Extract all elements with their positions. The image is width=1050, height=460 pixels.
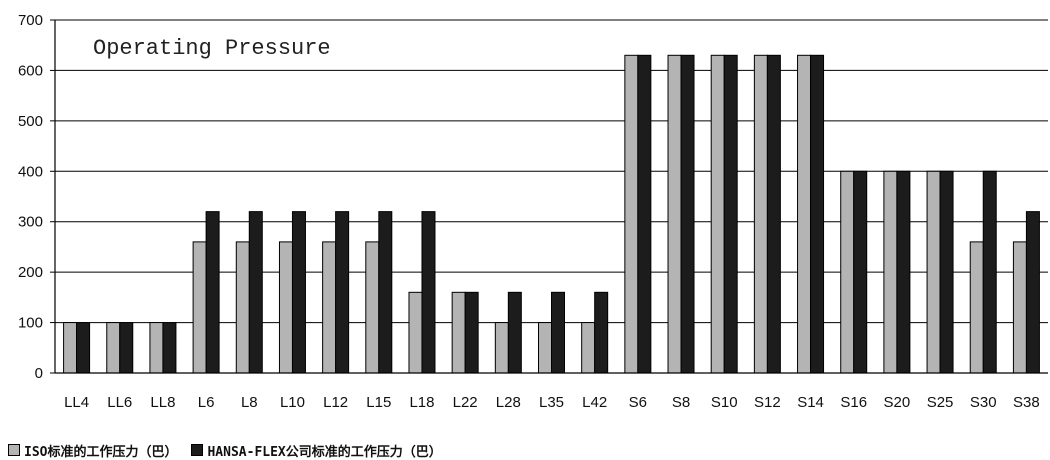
x-tick-label: LL6 (107, 394, 132, 411)
bar-iso (710, 54, 725, 374)
bar-hansa (680, 54, 695, 374)
bar-hansa (335, 211, 350, 374)
x-tick-label: L8 (241, 394, 258, 411)
x-tick-label: L15 (366, 394, 391, 411)
bar-iso (883, 170, 898, 374)
bar-hansa (896, 170, 911, 374)
x-tick-label: S16 (840, 394, 867, 411)
x-tick-label: S10 (711, 394, 738, 411)
axes (50, 19, 1048, 374)
legend: ISO标准的工作压力（巴） HANSA-FLEX公司标准的工作压力（巴） (8, 441, 456, 460)
bar-iso (1012, 241, 1027, 374)
x-tick-label: S14 (797, 394, 824, 411)
bar-iso (969, 241, 984, 374)
legend-label-iso: ISO标准的工作压力（巴） (24, 444, 178, 460)
bar-hansa (853, 170, 868, 374)
y-tick-label: 400 (18, 163, 43, 180)
x-tick-label: S38 (1013, 394, 1040, 411)
x-tick-label: L28 (496, 394, 521, 411)
y-tick-label: 300 (18, 214, 43, 231)
legend-item-hansa: HANSA-FLEX公司标准的工作压力（巴） (191, 441, 442, 460)
x-tick-label: S20 (884, 394, 911, 411)
x-tick-label: L42 (582, 394, 607, 411)
x-tick-label: L6 (198, 394, 215, 411)
bar-iso (235, 241, 250, 374)
bar-iso (365, 241, 380, 374)
bar-iso (322, 241, 337, 374)
x-tick-label: LL8 (150, 394, 175, 411)
bar-iso (840, 170, 855, 374)
legend-swatch-iso (8, 444, 20, 456)
bar-iso (538, 322, 552, 374)
bar-hansa (507, 291, 522, 374)
bar-iso (667, 54, 682, 374)
bar-hansa (982, 170, 997, 374)
bar-iso (581, 322, 596, 374)
bar-hansa (464, 291, 479, 374)
y-tick-label: 100 (18, 315, 43, 332)
bar-hansa (119, 322, 134, 374)
bar-hansa (594, 291, 609, 374)
x-tick-label: S25 (927, 394, 954, 411)
x-tick-label: L18 (409, 394, 434, 411)
legend-item-iso: ISO标准的工作压力（巴） (8, 441, 177, 460)
bar-hansa (291, 211, 306, 374)
bar-hansa (162, 322, 177, 374)
y-tick-label: 200 (18, 264, 43, 281)
y-tick-label: 600 (18, 62, 43, 79)
bar-hansa (810, 54, 825, 374)
bar-hansa (248, 211, 263, 374)
bar-hansa (637, 54, 652, 374)
bar-hansa (205, 211, 220, 374)
bar-hansa (551, 291, 565, 374)
bar-iso (624, 54, 639, 374)
y-tick-label: 0 (35, 365, 43, 382)
bar-iso (451, 291, 466, 374)
bar-iso (149, 322, 164, 374)
x-tick-label: S12 (754, 394, 781, 411)
x-tick-label: S30 (970, 394, 997, 411)
bar-iso (278, 241, 293, 374)
gridlines (55, 19, 1048, 324)
bar-iso (797, 54, 812, 374)
x-tick-label: L35 (539, 394, 564, 411)
bar-iso (192, 241, 207, 374)
bars (63, 54, 1040, 374)
bar-iso (494, 322, 509, 374)
x-tick-label: S6 (629, 394, 647, 411)
bar-hansa (1025, 211, 1040, 374)
bar-iso (106, 322, 121, 374)
x-tick-label: S8 (672, 394, 690, 411)
bar-iso (926, 170, 941, 374)
bar-hansa (421, 211, 436, 374)
bar-hansa (76, 322, 91, 374)
bar-hansa (378, 211, 393, 374)
x-tick-label: LL4 (64, 394, 89, 411)
chart-title: Operating Pressure (93, 36, 331, 61)
bar-hansa (766, 54, 781, 374)
bar-hansa (723, 54, 738, 374)
bar-chart: 0 100 200 300 400 500 600 700 LL4 LL6 LL8 L6 L8 L10 L1… (18, 12, 1048, 411)
legend-label-hansa: HANSA-FLEX公司标准的工作压力（巴） (207, 444, 442, 460)
bar-iso (753, 54, 768, 374)
bar-hansa (939, 170, 954, 374)
bar-iso (408, 291, 423, 374)
y-tick-label: 500 (18, 113, 43, 130)
tick-labels: 0 100 200 300 400 500 600 700 LL4 LL6 LL8 L6 L8 L10 L1… (18, 12, 1040, 411)
x-tick-label: L22 (453, 394, 478, 411)
bar-iso (63, 322, 78, 374)
x-tick-label: L10 (280, 394, 305, 411)
y-tick-label: 700 (18, 12, 43, 29)
x-tick-label: L12 (323, 394, 348, 411)
legend-swatch-hansa (191, 444, 204, 456)
